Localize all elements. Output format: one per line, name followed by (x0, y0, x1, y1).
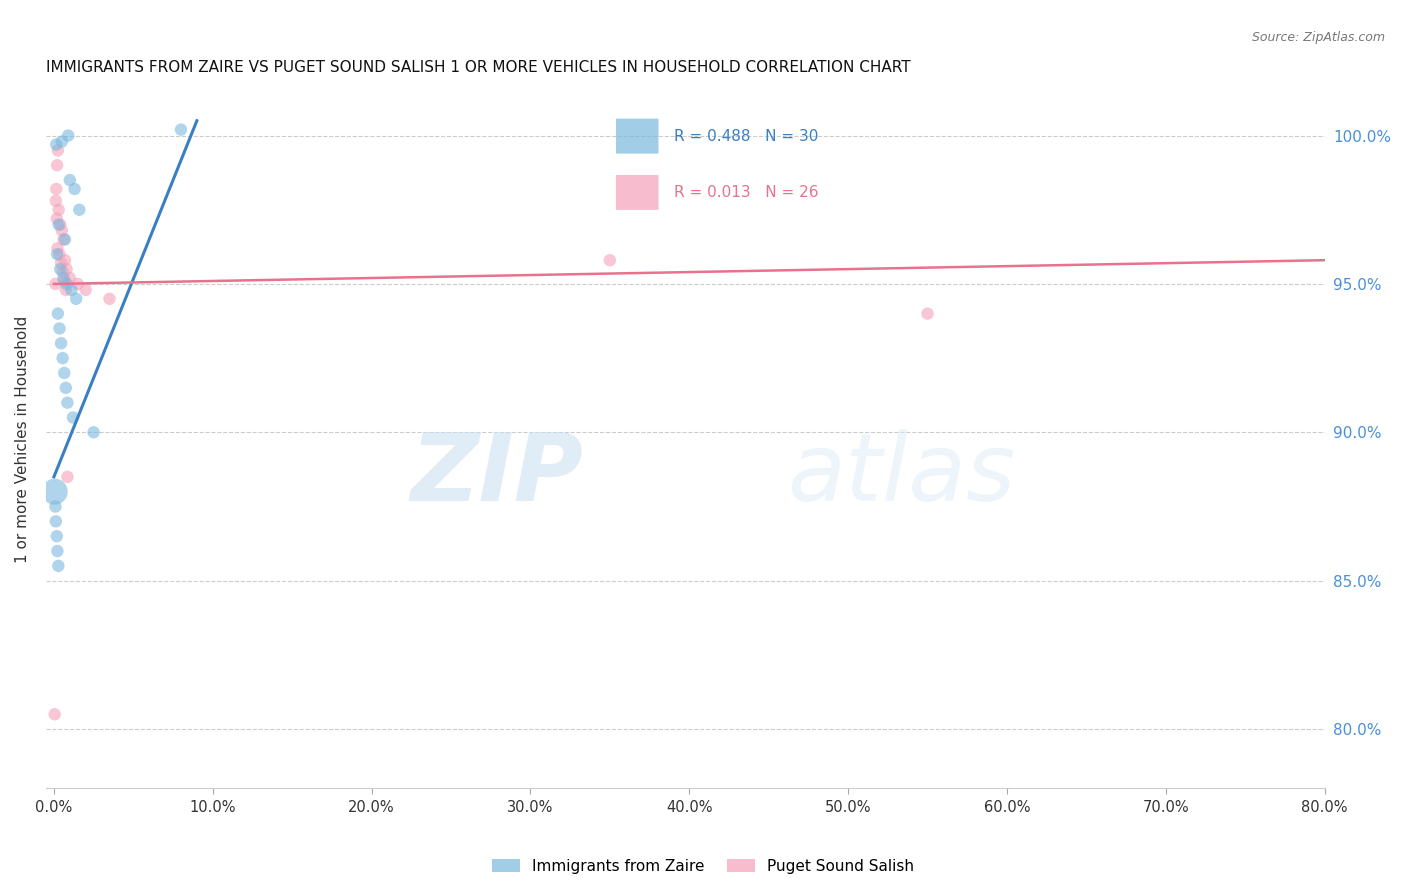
Point (49, 218, 72, 232)
Point (52, 271, 75, 285)
Point (49, 262, 72, 277)
Point (45, 194, 67, 208)
Point (44, 707, 66, 722)
Text: ZIP: ZIP (411, 429, 583, 521)
Point (48, 202, 70, 217)
Point (59, 173, 82, 187)
Point (917, 307, 939, 321)
Point (46, 247, 69, 261)
Point (45, 514, 67, 528)
Point (52, 265, 75, 279)
Point (53, 366, 76, 380)
Point (75, 283, 97, 297)
Point (44, 500, 66, 514)
Point (98, 292, 121, 306)
Point (44, 484, 66, 499)
Point (67, 202, 90, 217)
Point (48, 218, 70, 232)
Point (48, 558, 70, 573)
Point (52, 351, 75, 365)
Point (46, 241, 69, 255)
Point (58, 128, 80, 143)
Point (45, 211, 67, 226)
Point (55, 262, 77, 277)
Point (53, 253, 76, 268)
Point (59, 271, 82, 285)
Point (52, 232, 75, 246)
Point (45, 182, 67, 196)
Point (63, 182, 86, 196)
Point (65, 292, 87, 306)
Point (56, 470, 79, 484)
Point (45, 529, 67, 543)
Point (599, 253, 621, 268)
Point (66, 277, 89, 291)
Legend: Immigrants from Zaire, Puget Sound Salish: Immigrants from Zaire, Puget Sound Salis… (486, 853, 920, 880)
Point (46, 544, 69, 558)
Point (55, 283, 77, 297)
Point (46, 158, 69, 172)
Point (55, 277, 77, 291)
Point (60, 283, 83, 297)
Point (62, 410, 84, 425)
Point (48, 247, 70, 261)
Point (170, 122, 193, 136)
Point (44, 277, 66, 291)
Point (51, 223, 73, 237)
Y-axis label: 1 or more Vehicles in Household: 1 or more Vehicles in Household (15, 316, 30, 564)
Point (48, 321, 70, 335)
Point (53, 274, 76, 288)
Point (46, 307, 69, 321)
Point (56, 395, 79, 409)
Text: Source: ZipAtlas.com: Source: ZipAtlas.com (1251, 31, 1385, 45)
Text: atlas: atlas (787, 429, 1017, 520)
Point (46, 144, 69, 158)
Point (45, 137, 67, 152)
Text: IMMIGRANTS FROM ZAIRE VS PUGET SOUND SALISH 1 OR MORE VEHICLES IN HOUSEHOLD CORR: IMMIGRANTS FROM ZAIRE VS PUGET SOUND SAL… (46, 60, 911, 75)
Point (83, 425, 105, 440)
Point (49, 336, 72, 351)
Point (49, 256, 72, 270)
Point (55, 381, 77, 395)
Point (51, 135, 73, 149)
Point (53, 232, 76, 246)
